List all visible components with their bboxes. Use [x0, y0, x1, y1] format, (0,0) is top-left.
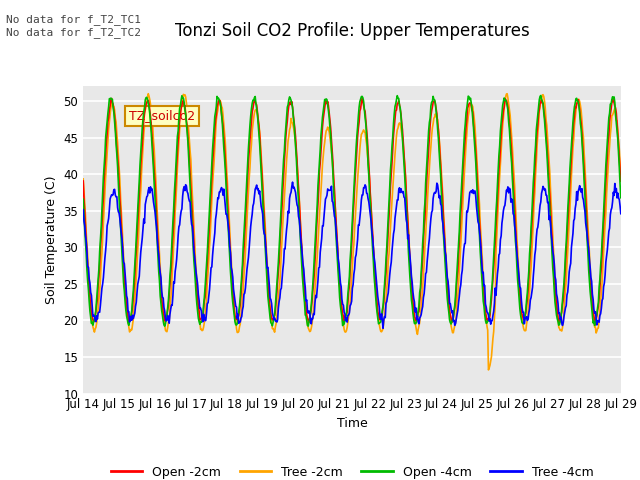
Text: Tonzi Soil CO2 Profile: Upper Temperatures: Tonzi Soil CO2 Profile: Upper Temperatur…	[175, 22, 529, 40]
Text: TZ_soilco2: TZ_soilco2	[129, 109, 195, 122]
Text: No data for f_T2_TC1
No data for f_T2_TC2: No data for f_T2_TC1 No data for f_T2_TC…	[6, 14, 141, 38]
X-axis label: Time: Time	[337, 417, 367, 430]
Legend: Open -2cm, Tree -2cm, Open -4cm, Tree -4cm: Open -2cm, Tree -2cm, Open -4cm, Tree -4…	[106, 461, 598, 480]
Y-axis label: Soil Temperature (C): Soil Temperature (C)	[45, 176, 58, 304]
